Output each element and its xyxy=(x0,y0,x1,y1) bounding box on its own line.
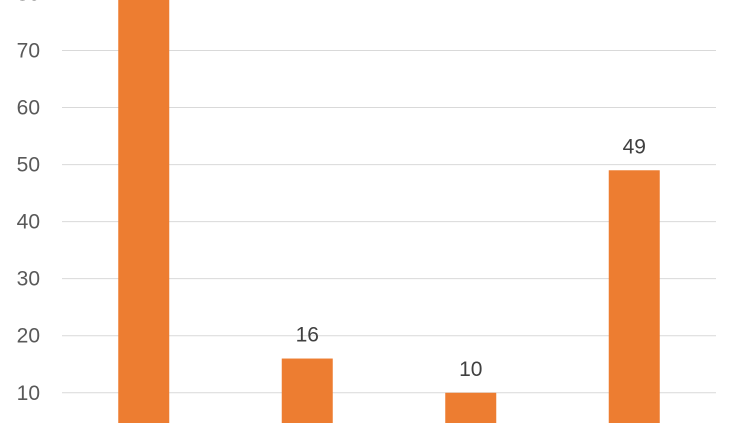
y-tick-label: 20 xyxy=(17,325,40,348)
bars xyxy=(118,0,660,423)
data-label-4: 49 xyxy=(623,135,646,158)
data-labels: 16 10 49 xyxy=(296,135,646,380)
y-tick-label: 30 xyxy=(17,268,40,291)
data-label-3: 10 xyxy=(459,358,482,381)
bar-2 xyxy=(281,358,333,423)
y-tick-label: 10 xyxy=(17,382,40,405)
y-tick-label: 60 xyxy=(17,97,40,120)
y-tick-label: 80 xyxy=(17,0,40,5)
y-tick-label: 70 xyxy=(17,39,40,62)
y-tick-label: 50 xyxy=(17,154,40,177)
data-label-2: 16 xyxy=(296,324,319,347)
y-axis-tick-labels: 10 20 30 40 50 60 70 80 xyxy=(17,0,40,405)
bar-4 xyxy=(608,170,660,423)
y-tick-label: 40 xyxy=(17,211,40,234)
gridlines xyxy=(62,49,716,394)
bar-3 xyxy=(445,392,497,423)
bar-1 xyxy=(118,0,170,423)
